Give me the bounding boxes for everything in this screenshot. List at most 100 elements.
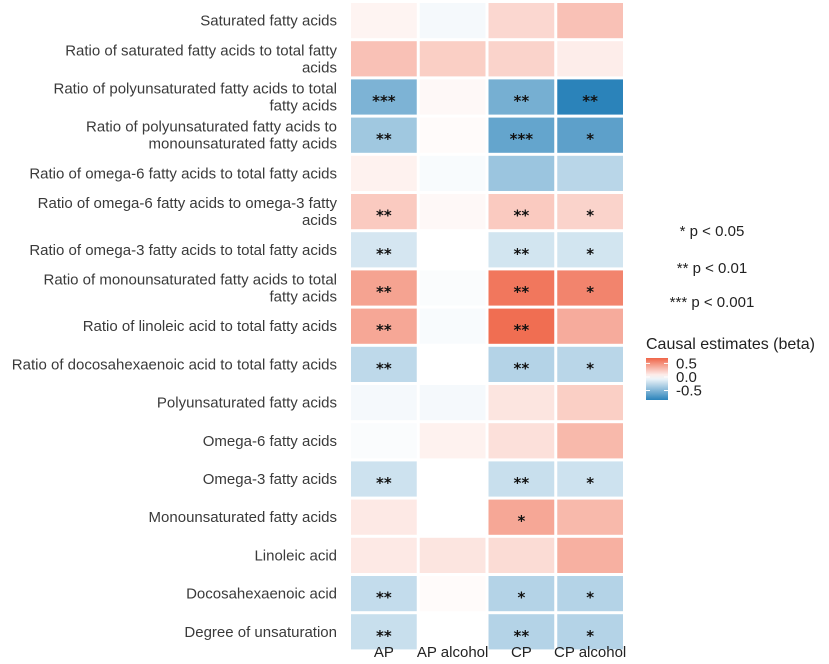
heatmap-cell <box>419 194 486 230</box>
heatmap-cell <box>488 194 555 230</box>
heatmap-cell <box>351 308 417 344</box>
significance-star: *** <box>372 92 396 110</box>
column-label: CP alcohol <box>554 644 626 661</box>
row-label: Ratio of polyunsaturated fatty acids to m… <box>86 119 337 153</box>
significance-legend-item: *** p < 0.001 <box>670 294 755 311</box>
heatmap-cell <box>419 155 486 191</box>
significance-legend: * p < 0.05 ** p < 0.01 *** p < 0.001 <box>670 223 755 311</box>
row-label-line: Ratio of polyunsaturated fatty acids to … <box>54 81 338 98</box>
significance-star: ** <box>514 245 530 263</box>
heatmap-cell <box>351 537 417 573</box>
significance-star: ** <box>514 283 530 301</box>
heatmap-cell <box>351 385 417 421</box>
heatmap-cell <box>419 385 486 421</box>
heatmap-cell <box>488 461 555 497</box>
heatmap-cell <box>488 385 555 421</box>
row-label-line: fatty acids <box>269 98 337 115</box>
row-label-line: monounsaturated fatty acids <box>149 136 337 153</box>
significance-star: * <box>586 207 594 225</box>
row-label: Ratio of omega-6 fatty acids to omega-3 … <box>38 195 338 229</box>
heatmap-cell <box>488 537 555 573</box>
significance-star: ** <box>376 359 392 377</box>
significance-star: ** <box>514 207 530 225</box>
significance-star: ** <box>514 627 530 645</box>
heatmap-cell <box>351 41 417 77</box>
significance-star: * <box>586 474 594 492</box>
row-label-line: Ratio of omega-3 fatty acids to total fa… <box>29 242 337 259</box>
heatmap-cell <box>419 461 486 497</box>
significance-star: * <box>586 245 594 263</box>
row-label-line: acids <box>302 59 337 76</box>
heatmap-cell <box>351 3 417 39</box>
row-label-line: Docosahexaenoic acid <box>186 586 337 603</box>
heatmap-cell <box>557 79 623 115</box>
row-label: Linoleic acid <box>254 547 337 564</box>
heatmap-cell <box>557 537 623 573</box>
colorbar-gradient <box>646 358 668 400</box>
heatmap-cell <box>419 308 486 344</box>
row-label: Ratio of omega-3 fatty acids to total fa… <box>29 242 337 259</box>
heatmap-cell <box>557 423 623 459</box>
row-label-line: Saturated fatty acids <box>200 13 337 30</box>
row-label-line: Ratio of polyunsaturated fatty acids to <box>86 119 337 136</box>
heatmap-cell <box>557 461 623 497</box>
heatmap-cell <box>351 117 417 153</box>
heatmap-cell <box>557 614 623 650</box>
significance-star: ** <box>376 245 392 263</box>
significance-star: * <box>517 589 525 607</box>
row-labels: Saturated fatty acids Ratio of saturated … <box>12 13 338 641</box>
colorbar-tick-label: 0.5 <box>676 355 697 372</box>
row-label: Ratio of polyunsaturated fatty acids to … <box>54 81 338 115</box>
heatmap-cell <box>488 79 555 115</box>
row-label-line: Omega-6 fatty acids <box>203 433 337 450</box>
heatmap-cell <box>351 614 417 650</box>
row-label-line: Ratio of omega-6 fatty acids to omega-3 … <box>38 195 338 212</box>
significance-star: * <box>586 627 594 645</box>
heatmap-cell <box>488 3 555 39</box>
heatmap-cell <box>557 346 623 382</box>
heatmap-cell <box>419 423 486 459</box>
significance-stars: *** ** **** *** *** ** *** ** *** ** *** **** ** *** *… <box>372 92 598 645</box>
row-label: Ratio of monounsaturated fatty acids to … <box>43 272 337 306</box>
significance-star: * <box>586 130 594 148</box>
heatmap-cell <box>488 499 555 535</box>
heatmap-cell <box>419 232 486 268</box>
heatmap-cell <box>488 308 555 344</box>
significance-star: ** <box>376 321 392 339</box>
significance-star: ** <box>376 474 392 492</box>
heatmap-cells <box>351 3 623 650</box>
row-label-line: Omega-3 fatty acids <box>203 471 337 488</box>
heatmap-cell <box>557 232 623 268</box>
heatmap-cell <box>351 155 417 191</box>
heatmap-cell <box>557 3 623 39</box>
heatmap-cell <box>351 461 417 497</box>
significance-star: * <box>586 359 594 377</box>
row-label-line: Ratio of docosahexaenoic acid to total f… <box>12 356 337 373</box>
heatmap-cell <box>419 117 486 153</box>
row-label: Ratio of omega-6 fatty acids to total fa… <box>29 165 337 182</box>
heatmap-cell <box>351 423 417 459</box>
significance-star: * <box>586 283 594 301</box>
heatmap-cell <box>488 155 555 191</box>
colorbar-legend: Causal estimates (beta) 0.50.0-0.5 <box>646 336 815 400</box>
heatmap-cell <box>488 41 555 77</box>
significance-legend-item: * p < 0.05 <box>680 223 745 240</box>
row-label-line: Ratio of saturated fatty acids to total … <box>65 42 337 59</box>
heatmap-cell <box>419 499 486 535</box>
column-label: CP <box>511 644 532 661</box>
row-label-line: Degree of unsaturation <box>184 624 337 641</box>
heatmap-cell <box>488 270 555 306</box>
heatmap-cell <box>419 537 486 573</box>
heatmap-cell <box>351 270 417 306</box>
colorbar-tick-label: -0.5 <box>676 383 702 400</box>
row-label: Saturated fatty acids <box>200 13 337 30</box>
heatmap-cell <box>419 41 486 77</box>
heatmap-cell <box>488 346 555 382</box>
significance-star: *** <box>510 130 534 148</box>
colorbar-title: Causal estimates (beta) <box>646 336 815 353</box>
heatmap-cell <box>419 79 486 115</box>
row-label-line: Polyunsaturated fatty acids <box>157 395 337 412</box>
heatmap-cell <box>557 308 623 344</box>
heatmap-cell <box>488 423 555 459</box>
row-label: Omega-3 fatty acids <box>203 471 337 488</box>
